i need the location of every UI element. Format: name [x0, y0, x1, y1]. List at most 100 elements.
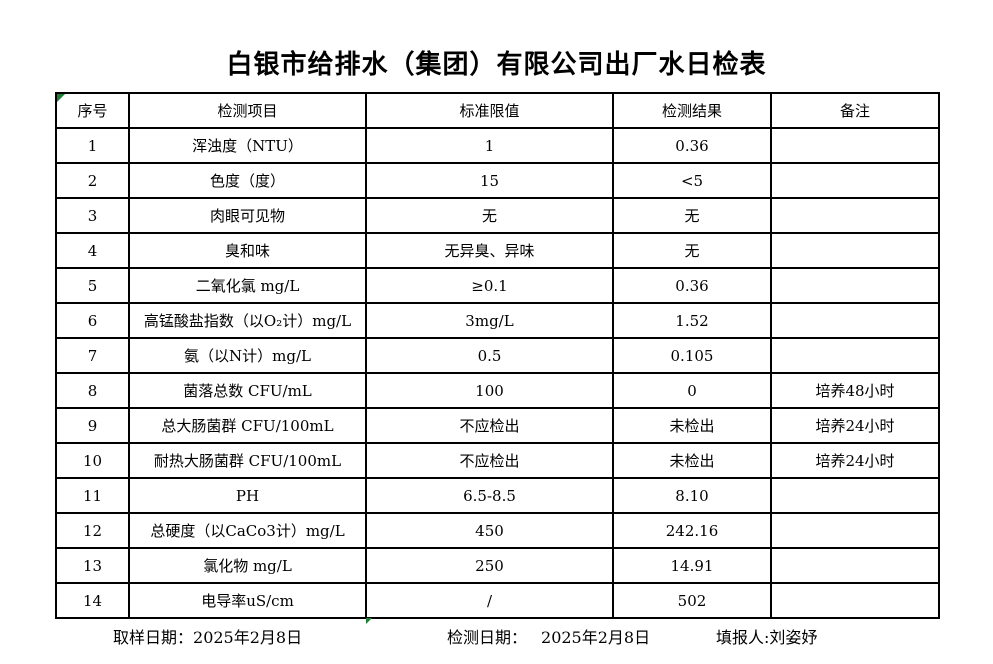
cell-result: <5 [612, 162, 772, 199]
column-header-remark: 备注 [770, 92, 940, 129]
table-row: 10 耐热大肠菌群 CFU/100mL 不应检出 未检出 培养24小时 [55, 442, 940, 479]
cell-remark [770, 477, 940, 514]
cell-result: 502 [612, 582, 772, 619]
cell-seq: 10 [55, 442, 130, 479]
table-row: 12 总硬度（以CaCo3计）mg/L 450 242.16 [55, 512, 940, 549]
cell-limit: 0.5 [365, 337, 614, 374]
table-row: 14 电导率uS/cm / 502 [55, 582, 940, 619]
cell-limit: ≥0.1 [365, 267, 614, 304]
cell-result: 未检出 [612, 407, 772, 444]
cell-remark [770, 232, 940, 269]
cell-remark [770, 267, 940, 304]
table-row: 7 氨（以N计）mg/L 0.5 0.105 [55, 337, 940, 374]
cell-result: 0 [612, 372, 772, 409]
cell-item: 总大肠菌群 CFU/100mL [128, 407, 367, 444]
cell-limit: 无异臭、异味 [365, 232, 614, 269]
cell-result: 未检出 [612, 442, 772, 479]
cell-result: 无 [612, 232, 772, 269]
cell-result: 无 [612, 197, 772, 234]
cell-seq: 14 [55, 582, 130, 619]
cell-limit: 6.5-8.5 [365, 477, 614, 514]
inspection-table: 序号 检测项目 标准限值 检测结果 备注 1 浑浊度（NTU） 1 0.36 2… [55, 92, 940, 619]
cell-remark [770, 512, 940, 549]
cell-item: 臭和味 [128, 232, 367, 269]
excel-corner-marker-icon [57, 94, 65, 102]
cell-result: 242.16 [612, 512, 772, 549]
page-title: 白银市给排水（集团）有限公司出厂水日检表 [226, 50, 767, 80]
cell-limit: 3mg/L [365, 302, 614, 339]
sampling-date: 取样日期：2025年2月8日 [113, 624, 302, 648]
cell-seq: 11 [55, 477, 130, 514]
cell-seq: 9 [55, 407, 130, 444]
reporter-name: 刘姿妤 [769, 628, 818, 647]
cell-item: 二氧化氯 mg/L [128, 267, 367, 304]
cell-item: 耐热大肠菌群 CFU/100mL [128, 442, 367, 479]
cell-result: 1.52 [612, 302, 772, 339]
header-row: 序号 检测项目 标准限值 检测结果 备注 [55, 92, 940, 129]
cell-seq: 13 [55, 547, 130, 584]
excel-corner-marker-icon [366, 618, 372, 624]
cell-item: PH [128, 477, 367, 514]
table-row: 4 臭和味 无异臭、异味 无 [55, 232, 940, 269]
cell-item: 色度（度） [128, 162, 367, 199]
table-row: 13 氯化物 mg/L 250 14.91 [55, 547, 940, 584]
cell-remark [770, 197, 940, 234]
cell-seq: 1 [55, 127, 130, 164]
cell-limit: / [365, 582, 614, 619]
cell-seq: 3 [55, 197, 130, 234]
cell-limit: 无 [365, 197, 614, 234]
table-row: 2 色度（度） 15 <5 [55, 162, 940, 199]
cell-limit: 450 [365, 512, 614, 549]
table-row: 9 总大肠菌群 CFU/100mL 不应检出 未检出 培养24小时 [55, 407, 940, 444]
table-row: 1 浑浊度（NTU） 1 0.36 [55, 127, 940, 164]
cell-item: 总硬度（以CaCo3计）mg/L [128, 512, 367, 549]
cell-item: 菌落总数 CFU/mL [128, 372, 367, 409]
reporter-label: 填报人: [716, 628, 770, 647]
column-header-item: 检测项目 [128, 92, 367, 129]
cell-remark [770, 547, 940, 584]
cell-result: 14.91 [612, 547, 772, 584]
cell-remark: 培养24小时 [770, 442, 940, 479]
sampling-date-value: 2025年2月8日 [193, 628, 303, 647]
cell-item: 氯化物 mg/L [128, 547, 367, 584]
cell-limit: 1 [365, 127, 614, 164]
test-date-value: 2025年2月8日 [541, 628, 651, 647]
cell-item: 高锰酸盐指数（以O₂计）mg/L [128, 302, 367, 339]
cell-seq: 6 [55, 302, 130, 339]
cell-seq: 2 [55, 162, 130, 199]
cell-remark [770, 337, 940, 374]
cell-result: 0.105 [612, 337, 772, 374]
cell-result: 0.36 [612, 127, 772, 164]
cell-limit: 不应检出 [365, 442, 614, 479]
table-row: 6 高锰酸盐指数（以O₂计）mg/L 3mg/L 1.52 [55, 302, 940, 339]
cell-remark: 培养24小时 [770, 407, 940, 444]
cell-limit: 100 [365, 372, 614, 409]
cell-remark [770, 127, 940, 164]
table-row: 8 菌落总数 CFU/mL 100 0 培养48小时 [55, 372, 940, 409]
cell-seq: 7 [55, 337, 130, 374]
cell-remark [770, 162, 940, 199]
cell-item: 浑浊度（NTU） [128, 127, 367, 164]
cell-result: 8.10 [612, 477, 772, 514]
column-header-result: 检测结果 [612, 92, 772, 129]
test-date: 检测日期： 2025年2月8日 [447, 624, 650, 648]
column-header-limit: 标准限值 [365, 92, 614, 129]
reporter: 填报人:刘姿妤 [716, 624, 817, 648]
cell-seq: 4 [55, 232, 130, 269]
cell-item: 电导率uS/cm [128, 582, 367, 619]
cell-remark: 培养48小时 [770, 372, 940, 409]
cell-result: 0.36 [612, 267, 772, 304]
cell-seq: 5 [55, 267, 130, 304]
cell-limit: 250 [365, 547, 614, 584]
cell-remark [770, 302, 940, 339]
column-header-seq: 序号 [55, 92, 130, 129]
sampling-date-label: 取样日期： [113, 628, 194, 647]
cell-limit: 不应检出 [365, 407, 614, 444]
test-date-label: 检测日期： [447, 628, 528, 647]
cell-remark [770, 582, 940, 619]
table-row: 5 二氧化氯 mg/L ≥0.1 0.36 [55, 267, 940, 304]
cell-limit: 15 [365, 162, 614, 199]
table-row: 11 PH 6.5-8.5 8.10 [55, 477, 940, 514]
cell-seq: 8 [55, 372, 130, 409]
